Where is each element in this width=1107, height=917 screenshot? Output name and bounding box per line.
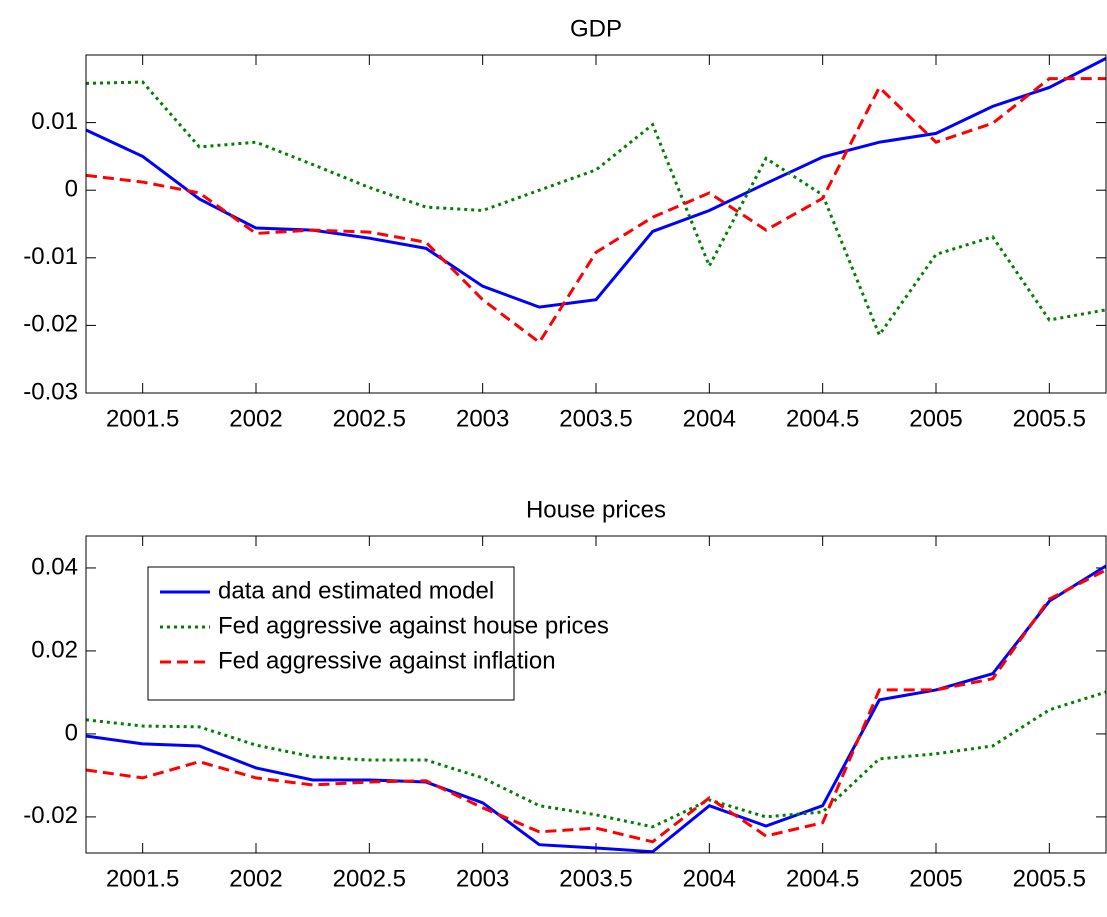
legend-label: Fed aggressive against inflation [218, 647, 556, 674]
series-line [85, 568, 1107, 844]
series-line [85, 564, 1107, 854]
x-tick-label: 2003 [456, 865, 509, 892]
series-line [85, 690, 1107, 829]
y-tick-label: -0.02 [23, 311, 78, 338]
y-tick-label: 0.01 [31, 108, 78, 135]
y-tick-label: -0.02 [23, 802, 78, 829]
x-tick-label: 2004.5 [786, 405, 859, 432]
x-tick-label: 2005 [909, 405, 962, 432]
y-tick-label: 0.04 [31, 553, 78, 580]
x-tick-label: 2001.5 [106, 405, 179, 432]
x-tick-label: 2002.5 [333, 405, 406, 432]
x-tick-label: 2001.5 [106, 865, 179, 892]
x-tick-label: 2005 [909, 865, 962, 892]
x-tick-label: 2002 [229, 405, 282, 432]
series-line [85, 77, 1106, 345]
x-tick-label: 2005.5 [1013, 865, 1086, 892]
x-tick-label: 2005.5 [1013, 405, 1086, 432]
legend-label: Fed aggressive against house prices [218, 612, 609, 639]
x-tick-label: 2003.5 [559, 865, 632, 892]
y-tick-label: 0.02 [31, 636, 78, 663]
y-tick-label: 0 [65, 176, 78, 203]
series-line [85, 80, 1107, 338]
y-tick-label: -0.01 [23, 243, 78, 270]
plot-frame [85, 54, 1107, 394]
y-tick-label: -0.03 [23, 378, 78, 405]
y-tick-label: 0 [65, 719, 78, 746]
plot-frame [85, 535, 1107, 854]
x-tick-label: 2003 [456, 405, 509, 432]
x-tick-label: 2004.5 [786, 865, 859, 892]
chart-title: GDP [570, 15, 622, 42]
chart-title: House prices [526, 496, 666, 523]
legend-box [147, 566, 515, 701]
legend-label: data and estimated model [218, 577, 494, 604]
x-tick-label: 2002 [229, 865, 282, 892]
series-line [85, 57, 1107, 309]
x-tick-label: 2004 [683, 865, 736, 892]
x-tick-label: 2002.5 [333, 865, 406, 892]
x-tick-label: 2004 [683, 405, 736, 432]
x-tick-label: 2003.5 [559, 405, 632, 432]
